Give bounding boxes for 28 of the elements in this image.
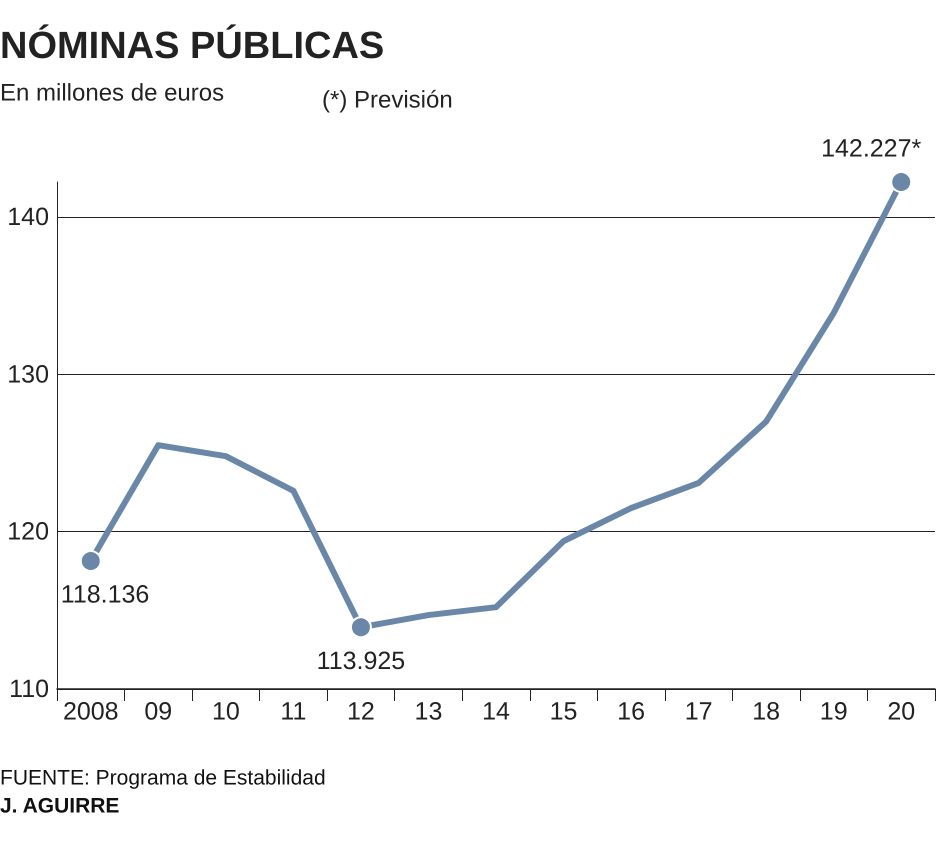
y-tick-label: 130 xyxy=(7,360,49,388)
y-tick-label: 110 xyxy=(9,675,49,703)
data-label: 113.925 xyxy=(316,646,406,675)
x-tick-label: 2008 xyxy=(62,698,119,726)
x-tick-label: 09 xyxy=(144,698,172,726)
x-tick-label: 12 xyxy=(347,698,375,726)
x-tick-label: 10 xyxy=(212,698,240,726)
x-tick-label: 20 xyxy=(887,698,916,726)
point xyxy=(890,171,912,193)
x-tick-label: 13 xyxy=(414,698,442,726)
x-tick-label: 11 xyxy=(280,698,306,726)
data-label: 118.136 xyxy=(60,580,150,609)
y-tick-label: 120 xyxy=(7,518,49,546)
chart-title: NÓMINAS PÚBLICAS xyxy=(0,24,384,67)
x-tick-label: 18 xyxy=(752,698,780,726)
text: J. AGUIRRE xyxy=(0,794,120,818)
source-note: FUENTE: Programa de Estabilidad xyxy=(0,766,326,790)
y-tick-label: 140 xyxy=(7,203,49,232)
point xyxy=(350,616,372,638)
x-tick-label: 19 xyxy=(820,698,848,726)
point xyxy=(80,550,102,572)
chart-subtitle: En millones de euros xyxy=(0,80,224,106)
data-label: 142.227* xyxy=(821,134,922,162)
x-tick-label: 17 xyxy=(684,698,713,726)
x-tick-label: 15 xyxy=(550,698,578,726)
x-tick-label: 14 xyxy=(482,698,510,726)
x-tick-label: 16 xyxy=(617,698,645,726)
text: (*) Previsión xyxy=(322,86,453,114)
